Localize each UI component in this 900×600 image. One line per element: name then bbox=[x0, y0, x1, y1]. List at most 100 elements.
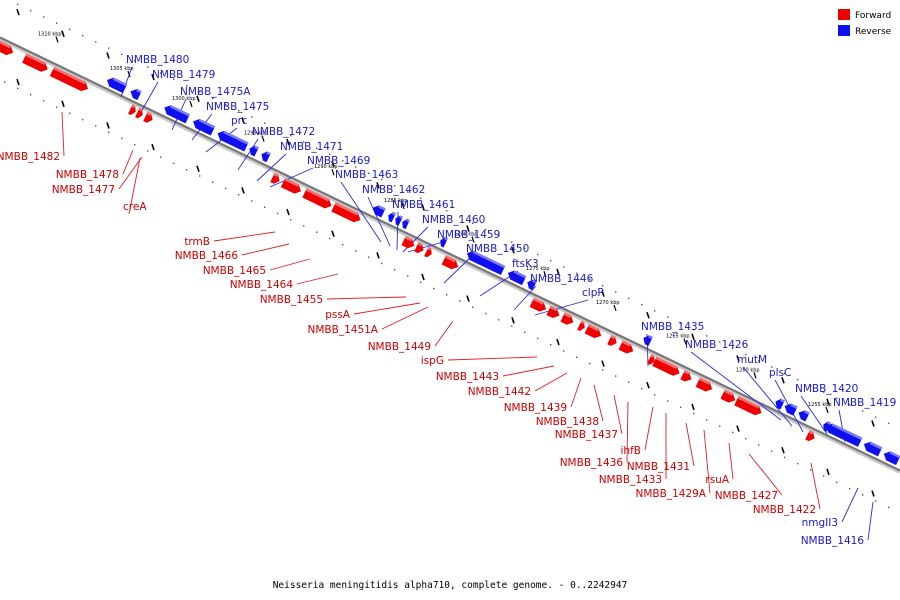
leader-line-nmbb-1443 bbox=[502, 365, 555, 377]
guide-dot bbox=[329, 153, 331, 156]
leader-line-nmbb-1426 bbox=[690, 351, 782, 421]
guide-dot bbox=[576, 356, 578, 359]
scale-tick-label: 1270 kbp bbox=[596, 300, 620, 306]
guide-dot bbox=[563, 350, 565, 352]
gene-label-nmbb-1482: NMBB_1482 bbox=[0, 151, 60, 163]
reverse-gene-arrow bbox=[372, 205, 386, 218]
minor-tick bbox=[736, 425, 740, 432]
scale-tick-label: 1275 kbp bbox=[526, 266, 550, 272]
scale-tick: 1265 kbp bbox=[666, 334, 690, 345]
reverse-gene-arrow bbox=[883, 451, 900, 466]
leader-line-nmbb-1464 bbox=[296, 273, 339, 285]
scale-tick: 1290 kbp bbox=[314, 164, 338, 176]
leader-line-nmbb-1431 bbox=[685, 422, 695, 467]
minor-tick bbox=[466, 225, 470, 232]
guide-dot bbox=[186, 168, 188, 171]
minor-tick bbox=[196, 165, 200, 173]
guide-dot bbox=[446, 294, 448, 296]
minor-tick bbox=[151, 143, 155, 151]
leader-line-nmbb-1482 bbox=[61, 111, 65, 157]
gene-label-nmbb-1469: NMBB_1469 bbox=[307, 155, 370, 167]
guide-dot bbox=[667, 400, 669, 402]
reverse-gene-arrow bbox=[863, 441, 883, 457]
minor-tick bbox=[61, 30, 65, 38]
guide-dot bbox=[95, 41, 97, 43]
guide-dot bbox=[862, 410, 864, 412]
leader-line-nmbb-1463 bbox=[340, 181, 382, 243]
minor-tick bbox=[421, 273, 425, 281]
guide-dot bbox=[82, 118, 84, 121]
legend-reverse-swatch bbox=[838, 25, 850, 36]
guide-dot bbox=[43, 100, 45, 102]
guide-dot bbox=[212, 181, 214, 183]
scale-tick: 1270 kbp bbox=[596, 300, 620, 312]
forward-gene-arrow bbox=[695, 377, 713, 392]
gene-label-nmbb-1455: NMBB_1455 bbox=[260, 294, 323, 306]
guide-dot bbox=[485, 228, 487, 231]
leader-line-nmbb-1465 bbox=[269, 258, 311, 271]
guide-dot bbox=[719, 425, 721, 427]
leader-line-nmbb-1449 bbox=[434, 320, 454, 347]
minor-tick bbox=[16, 8, 20, 16]
guide-dot bbox=[69, 28, 71, 31]
guide-dot bbox=[836, 397, 838, 400]
leader-line-crea bbox=[128, 157, 141, 215]
guide-dot bbox=[719, 341, 721, 343]
leader-line-nmbb-1479 bbox=[140, 81, 159, 113]
minor-tick bbox=[16, 78, 20, 86]
minor-tick bbox=[691, 333, 695, 341]
guide-dot bbox=[498, 235, 500, 237]
scale-tick: 1285 kbp bbox=[384, 198, 408, 210]
scale-tick-label: 1310 kbp bbox=[38, 31, 62, 37]
leader-line-nmbb-1422 bbox=[810, 462, 821, 510]
guide-dot bbox=[160, 72, 162, 74]
gene-label-nmbb-1451a: NMBB_1451A bbox=[308, 324, 379, 336]
guide-dot bbox=[30, 9, 32, 12]
minor-tick bbox=[241, 187, 245, 194]
gene-label-nmbb-1480: NMBB_1480 bbox=[126, 54, 189, 66]
guide-dot bbox=[875, 416, 877, 418]
guide-dot bbox=[17, 87, 19, 90]
leader-line-pssa bbox=[353, 302, 421, 315]
guide-dot bbox=[875, 500, 877, 502]
leader-line-nmbb-1436 bbox=[626, 401, 629, 463]
gene-label-nmbb-1475: NMBB_1475 bbox=[206, 101, 269, 113]
guide-dot bbox=[290, 135, 292, 137]
guide-dot bbox=[745, 437, 747, 440]
guide-dot bbox=[134, 143, 136, 146]
guide-dot bbox=[225, 187, 227, 190]
gene-label-mutm: mutM bbox=[737, 354, 767, 366]
gene-label-nmbb-1439: NMBB_1439 bbox=[504, 402, 567, 414]
guide-dot bbox=[784, 456, 786, 459]
reverse-gene-arrow bbox=[440, 237, 448, 248]
guide-dot bbox=[810, 385, 812, 387]
scale-tick: 1300 kbp bbox=[172, 96, 196, 108]
guide-dot bbox=[186, 84, 188, 87]
guide-dot bbox=[381, 262, 383, 265]
scale-tick-label: 1295 kbp bbox=[244, 131, 268, 137]
gene-label-pssa: pssA bbox=[325, 309, 351, 321]
minor-tick bbox=[511, 317, 515, 324]
reverse-gene-arrow bbox=[193, 119, 216, 136]
guide-dot bbox=[355, 250, 357, 252]
reverse-gene-arrow bbox=[466, 250, 506, 276]
guide-dot bbox=[446, 210, 448, 212]
guide-dot bbox=[550, 260, 552, 262]
leader-line-nmbb-1429a bbox=[703, 429, 711, 494]
gene-label-nmbb-1446: NMBB_1446 bbox=[530, 273, 594, 285]
guide-dot bbox=[485, 312, 487, 315]
forward-gene-arrow bbox=[135, 108, 143, 119]
genome-backbone bbox=[0, 36, 900, 472]
guide-dot bbox=[602, 369, 604, 371]
reverse-gene-arrow bbox=[825, 423, 863, 447]
gene-label-nmbb-1460: NMBB_1460 bbox=[422, 214, 485, 226]
guide-dot bbox=[732, 431, 734, 434]
guide-dot bbox=[784, 372, 786, 375]
reverse-gene-arrow bbox=[784, 403, 798, 416]
scale-tick: 1295 kbp bbox=[244, 131, 268, 142]
minor-tick bbox=[781, 446, 785, 454]
minor-tick bbox=[646, 382, 650, 389]
minor-tick bbox=[61, 100, 65, 108]
minor-tick bbox=[871, 490, 875, 497]
